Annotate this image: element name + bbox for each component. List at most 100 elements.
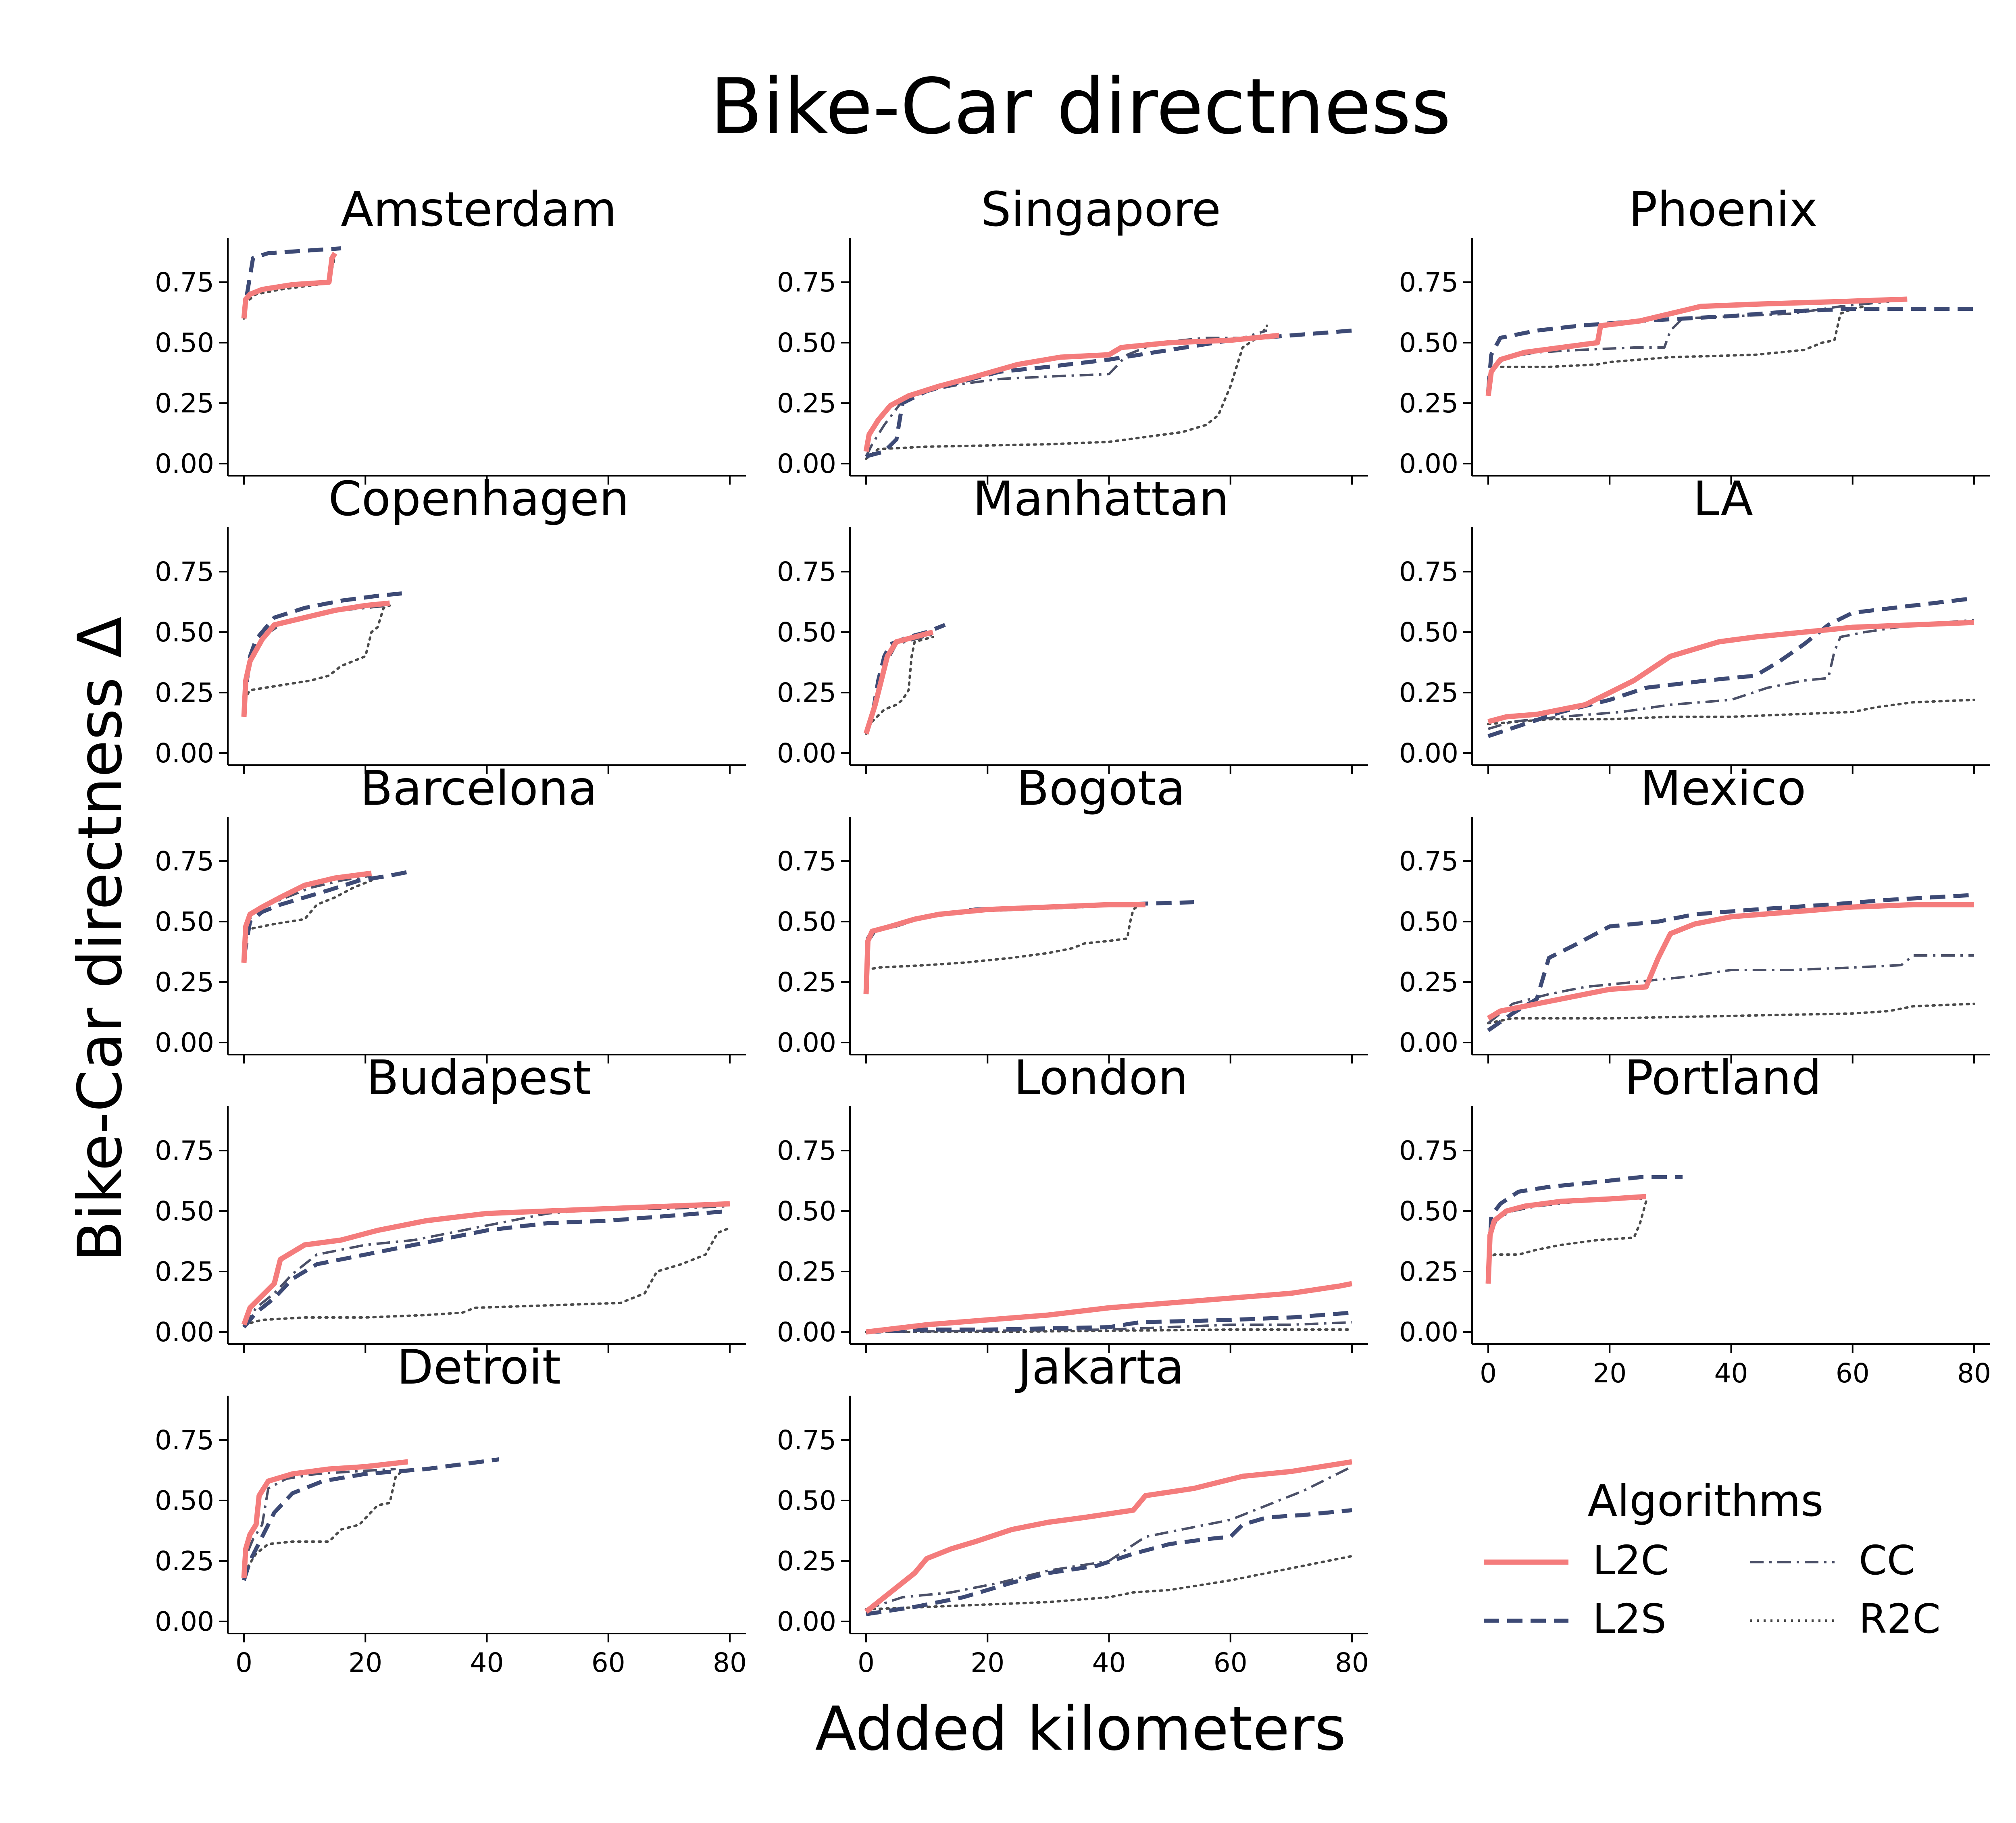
series-line-l2c — [241, 1459, 408, 1578]
series-line-r2c — [1487, 305, 1866, 380]
series-line-r2c — [865, 903, 1141, 971]
x-tick-label: 40 — [470, 1647, 504, 1678]
legend-entries: L2C CC L2S R2C — [1484, 1537, 1941, 1642]
series-line-l2c — [1485, 1194, 1647, 1284]
series-line-l2c — [241, 1201, 730, 1326]
panel-title: Singapore — [981, 181, 1221, 237]
y-tick-label: 0.00 — [155, 1606, 214, 1637]
series-line-l2c — [241, 870, 372, 963]
series-line-r2c — [243, 1227, 731, 1326]
panel-title: Amsterdam — [341, 181, 617, 237]
legend-label: R2C — [1859, 1595, 1941, 1642]
panel-title: London — [1014, 1050, 1188, 1105]
y-tick-label: 0.75 — [1399, 1135, 1458, 1166]
y-tick-label: 0.25 — [777, 388, 836, 419]
legend-label: L2S — [1593, 1595, 1666, 1642]
y-tick-label: 0.25 — [1399, 1256, 1458, 1287]
panel-title: Copenhagen — [328, 471, 629, 527]
panel-title: Jakarta — [1015, 1339, 1184, 1395]
series-line-r2c — [865, 1328, 1353, 1333]
x-tick-label: 80 — [1957, 1358, 1991, 1389]
series-line-l2c — [863, 333, 1279, 452]
series-line-cc — [243, 1468, 396, 1578]
series-line-cc — [866, 1465, 1353, 1611]
series-line-l2c — [241, 252, 337, 319]
x-tick-label: 0 — [235, 1647, 252, 1678]
x-tick-label: 80 — [713, 1647, 747, 1678]
x-tick-label: 0 — [1480, 1358, 1497, 1389]
panel-jakarta: Jakarta 0.00 0.25 0.50 0.75 0 20 40 60 80 — [777, 1339, 1369, 1678]
y-tick-label: 0.25 — [777, 967, 836, 998]
series-line-l2c — [1485, 296, 1908, 396]
y-tick-label: 0.00 — [777, 738, 836, 769]
series-line-cc — [1488, 619, 1974, 730]
series-line-l2s — [242, 591, 402, 705]
y-tick-label: 0.25 — [777, 1546, 836, 1577]
series-line-cc — [243, 604, 390, 712]
y-tick-label: 0.25 — [777, 677, 836, 708]
y-tick-label: 0.25 — [1399, 388, 1458, 419]
y-tick-label: 0.50 — [155, 1485, 214, 1516]
series-line-cc — [243, 1205, 730, 1328]
y-tick-label: 0.00 — [1399, 1317, 1458, 1348]
y-tick-label: 0.00 — [777, 1027, 836, 1058]
y-tick-label: 0.00 — [777, 448, 836, 479]
x-tick-label: 60 — [1836, 1358, 1870, 1389]
series-line-l2c — [863, 629, 934, 735]
x-tick-label: 20 — [348, 1647, 382, 1678]
legend-entry-l2s: L2S — [1484, 1595, 1666, 1642]
series-line-cc — [1487, 300, 1889, 391]
y-tick-label: 0.75 — [777, 846, 836, 877]
series-line-l2c — [863, 902, 1145, 995]
series-line-l2s — [242, 869, 414, 958]
y-tick-label: 0.25 — [155, 677, 214, 708]
y-tick-label: 0.75 — [155, 556, 214, 587]
panel-detroit: Detroit 0.00 0.25 0.50 0.75 0 20 40 60 80 — [155, 1339, 747, 1678]
panel-title: Manhattan — [973, 471, 1229, 527]
series-line-l2s — [866, 1311, 1352, 1334]
y-tick-label: 0.50 — [155, 1196, 214, 1227]
y-tick-label: 0.75 — [1399, 556, 1458, 587]
y-tick-label: 0.25 — [155, 967, 214, 998]
y-tick-label: 0.75 — [155, 1425, 214, 1456]
x-tick-label: 80 — [1335, 1647, 1369, 1678]
y-tick-label: 0.50 — [777, 906, 836, 937]
series-line-r2c — [1487, 1003, 1975, 1024]
y-tick-label: 0.75 — [1399, 846, 1458, 877]
y-tick-label: 0.50 — [777, 327, 836, 358]
series-line-r2c — [243, 879, 373, 947]
panel-title: Barcelona — [360, 760, 598, 816]
legend-label: CC — [1859, 1537, 1915, 1584]
panel-singapore: Singapore 0.00 0.25 0.50 0.75 — [777, 181, 1368, 485]
series-line-l2c — [866, 1281, 1353, 1335]
y-axis-title: Bike-Car directness Δ — [65, 616, 135, 1262]
legend-label: L2C — [1593, 1537, 1669, 1584]
y-tick-label: 0.50 — [155, 327, 214, 358]
series-line-l2s — [242, 1209, 730, 1329]
y-tick-label: 0.25 — [1399, 967, 1458, 998]
panel-title: Detroit — [397, 1339, 561, 1395]
panel-barcelona: Barcelona 0.00 0.25 0.50 0.75 — [155, 760, 746, 1063]
y-tick-label: 0.75 — [777, 1425, 836, 1456]
series-line-l2c — [241, 600, 390, 717]
y-tick-label: 0.00 — [1399, 448, 1458, 479]
x-tick-label: 20 — [971, 1647, 1004, 1678]
x-tick-label: 60 — [591, 1647, 625, 1678]
series-line-r2c — [865, 325, 1268, 460]
panel-bogota: Bogota 0.00 0.25 0.50 0.75 — [777, 760, 1368, 1063]
y-tick-label: 0.00 — [155, 738, 214, 769]
y-tick-label: 0.25 — [155, 1546, 214, 1577]
panel-title: Bogota — [1016, 760, 1185, 816]
series-line-cc — [865, 329, 1267, 457]
y-tick-label: 0.00 — [777, 1606, 836, 1637]
y-tick-label: 0.50 — [777, 617, 836, 648]
y-tick-label: 0.75 — [155, 1135, 214, 1166]
panel-portland: Portland 0.00 0.25 0.50 0.75 0 20 40 60 80 — [1399, 1050, 1991, 1389]
series-line-r2c — [1487, 699, 1975, 725]
series-line-cc — [865, 903, 1133, 995]
x-axis-title: Added kilometers — [815, 1694, 1346, 1764]
series-line-r2c — [243, 1470, 403, 1574]
subplot-grid: Amsterdam 0.00 0.25 0.50 0.75 Singapore 0.00 0.… — [155, 181, 1991, 1678]
panel-title: Budapest — [366, 1050, 591, 1105]
y-tick-label: 0.50 — [155, 906, 214, 937]
